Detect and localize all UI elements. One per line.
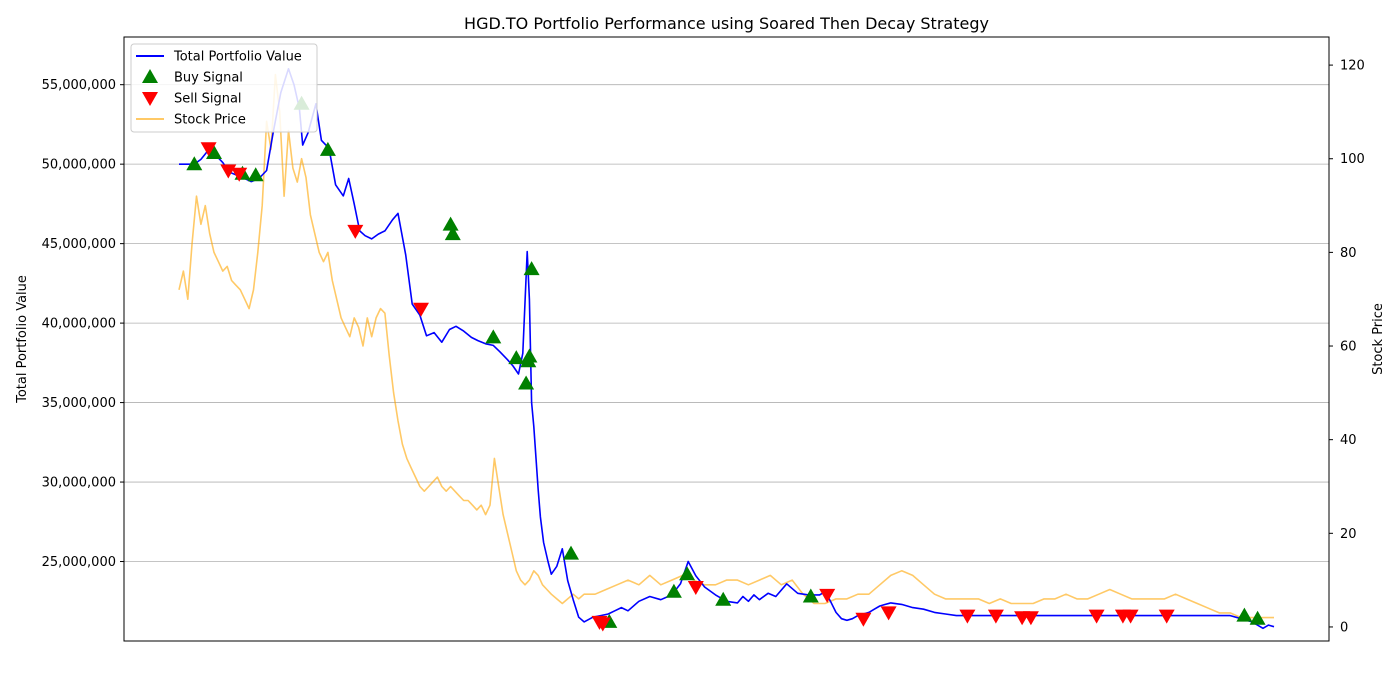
buy-signal-marker-21 <box>1249 610 1266 625</box>
buy-signal-marker-16 <box>665 583 682 598</box>
buy-signal-marker-3 <box>247 167 264 182</box>
sell-signal-marker-8 <box>819 588 836 603</box>
buy-signal-marker-17 <box>679 566 696 581</box>
buy-signal-marker-5 <box>319 141 336 156</box>
left-tick-label-4: 45,000,000 <box>42 237 116 252</box>
legend-swatch-1 <box>142 69 158 83</box>
stock-price-line <box>178 73 1274 619</box>
buy-signal-marker-12 <box>521 348 538 363</box>
buy-signal-marker-6 <box>442 216 459 231</box>
sell-signal-marker-7 <box>687 581 704 595</box>
left-tick-label-5: 50,000,000 <box>42 158 116 173</box>
chart-title: HGD.TO Portfolio Performance using Soare… <box>464 14 989 33</box>
left-tick-label-3: 40,000,000 <box>42 317 116 332</box>
left-tick-label-0: 25,000,000 <box>42 555 116 570</box>
legend-label-3: Stock Price <box>174 113 246 128</box>
sell-signal-marker-14 <box>1022 611 1039 626</box>
legend-label-2: Sell Signal <box>174 92 242 107</box>
buy-signal-marker-14 <box>563 545 579 560</box>
right-tick-label-6: 120 <box>1340 59 1365 74</box>
right-tick-label-1: 20 <box>1340 527 1357 542</box>
right-tick-label-2: 40 <box>1340 433 1357 448</box>
sell-signal-marker-15 <box>1088 609 1105 624</box>
sell-signal-marker-2 <box>231 167 248 182</box>
right-tick-label-0: 0 <box>1340 620 1348 635</box>
y-axis-label-right: Stock Price <box>1371 303 1386 375</box>
buy-signal-marker-19 <box>802 588 819 603</box>
portfolio-value-line <box>179 68 1275 630</box>
sell-signal-marker-11 <box>959 609 976 624</box>
sell-signal-marker-3 <box>347 224 364 239</box>
sell-signal-marker-0 <box>200 142 217 157</box>
gridlines <box>124 84 1329 562</box>
legend: Total Portfolio Value Buy Signal Sell Sign… <box>130 43 318 133</box>
buy-signal-marker-18 <box>715 591 732 606</box>
stock-price-series <box>178 73 1274 619</box>
right-tick-label-5: 100 <box>1340 152 1365 167</box>
buy-signal-marker-9 <box>508 350 525 365</box>
left-tick-label-1: 30,000,000 <box>42 476 116 491</box>
legend-label-0: Total Portfolio Value <box>173 50 302 65</box>
sell-signal-marker-18 <box>1158 609 1175 624</box>
plot-frame <box>123 36 1330 642</box>
buy-signal-marker-7 <box>444 226 461 241</box>
buy-signal-marker-8 <box>485 329 502 344</box>
left-y-axis: 25,000,000 30,000,000 35,000,000 40,000,000… <box>42 78 124 570</box>
legend-box <box>130 43 318 133</box>
legend-label-1: Buy Signal <box>174 71 243 86</box>
sell-signal-marker-10 <box>880 606 897 621</box>
buy-signal-marker-20 <box>1236 607 1253 622</box>
right-tick-label-4: 80 <box>1340 246 1357 261</box>
buy-signal-marker-10 <box>518 375 535 390</box>
sell-signal-marker-12 <box>987 609 1004 624</box>
sell-signal-marker-6 <box>594 617 611 632</box>
y-axis-label-left: Total Portfolio Value <box>15 275 30 404</box>
left-tick-label-2: 35,000,000 <box>42 396 116 411</box>
signal-markers <box>186 95 1266 632</box>
buy-signal-marker-13 <box>523 261 540 276</box>
legend-swatch-2 <box>142 92 158 106</box>
portfolio-value-series <box>179 68 1275 630</box>
buy-signal-marker-1 <box>206 145 222 159</box>
sell-signal-marker-17 <box>1122 609 1139 624</box>
sell-signal-marker-4 <box>413 302 429 317</box>
buy-signal-marker-0 <box>186 156 203 171</box>
sell-signal-marker-9 <box>855 612 872 627</box>
right-y-axis: 0 20 40 60 80 100 120 <box>1329 59 1365 635</box>
right-tick-label-3: 60 <box>1340 340 1357 355</box>
left-tick-label-6: 55,000,000 <box>42 78 116 93</box>
